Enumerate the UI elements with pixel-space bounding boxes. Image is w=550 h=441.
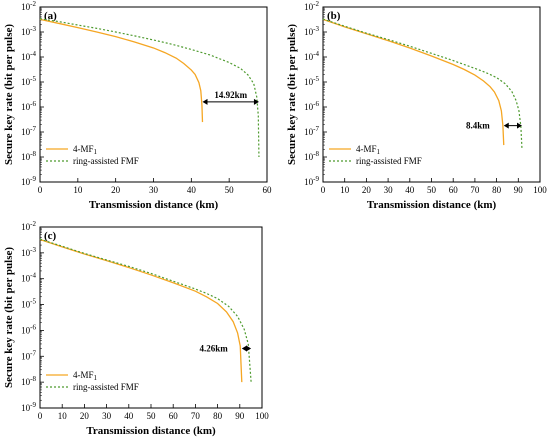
y-tick-label: 10-2	[304, 0, 319, 12]
legend-label-ring-assisted-fmf: ring-assisted FMF	[356, 156, 422, 166]
x-tick-label: 40	[124, 411, 134, 421]
annotation-arrowhead-right	[246, 345, 252, 352]
x-tick-label: 90	[235, 411, 245, 421]
x-tick-label: 40	[405, 185, 415, 195]
x-tick-label: 20	[80, 411, 90, 421]
y-tick-label: 10-8	[304, 150, 319, 162]
annotation-arrowhead-left	[241, 345, 247, 352]
x-tick-label: 30	[149, 185, 159, 195]
x-tick-label: 90	[514, 185, 524, 195]
x-tick-label: 50	[427, 185, 437, 195]
annotation-arrowhead-left	[202, 98, 208, 105]
legend-label-4mf1: 4-MF1	[73, 144, 98, 156]
y-tick-label: 10-6	[21, 100, 36, 112]
x-tick-label: 0	[38, 411, 43, 421]
x-axis-title: Transmission distance (km)	[89, 199, 219, 211]
plot-frame	[39, 226, 263, 409]
x-tick-label: 60	[449, 185, 459, 195]
chart-panel-2: 0 10 20 30 40 50 60 70 80 90 100 10-9 10-8 10-7 10-6 10…	[286, 0, 547, 211]
y-tick-label: 10-5	[21, 298, 36, 310]
y-tick-label: 10-4	[21, 50, 36, 62]
y-tick-label: 10-8	[21, 375, 36, 387]
series-line-4mf1	[39, 238, 243, 383]
x-tick-label: 40	[187, 185, 197, 195]
y-axis-title: Secure key rate (bit per pulse)	[3, 247, 15, 388]
annotation-label: 14.92km	[214, 90, 247, 100]
y-tick-label: 10-9	[21, 175, 36, 187]
x-tick-label: 10	[58, 411, 68, 421]
x-axis-title: Transmission distance (km)	[367, 199, 497, 211]
y-tick-label: 10-7	[304, 125, 319, 137]
legend-label-ring-assisted-fmf: ring-assisted FMF	[73, 156, 139, 166]
x-tick-label: 70	[191, 411, 201, 421]
series-line-ring-assisted-fmf	[39, 18, 260, 158]
x-tick-label: 80	[213, 411, 223, 421]
x-tick-label: 30	[384, 185, 394, 195]
panel-label: (c)	[44, 230, 57, 242]
y-tick-label: 10-9	[21, 401, 36, 413]
annotation-arrowhead-left	[503, 122, 509, 129]
annotation-label: 4.26km	[200, 344, 229, 354]
chart-panel-1: 0 10 20 30 40 50 60 10-9 10-8 10-7 10-6 10-5 10-4 10-…	[3, 0, 272, 211]
y-tick-label: 10-5	[304, 75, 319, 87]
x-tick-label: 0	[38, 185, 43, 195]
y-axis-title: Secure key rate (bit per pulse)	[3, 24, 15, 165]
x-tick-label: 30	[102, 411, 112, 421]
annotation-arrowhead-right	[253, 98, 259, 105]
x-tick-label: 0	[321, 185, 326, 195]
y-tick-label: 10-7	[21, 125, 36, 137]
y-tick-label: 10-8	[21, 150, 36, 162]
x-tick-label: 10	[73, 185, 83, 195]
annotation-label: 8.4km	[466, 121, 490, 131]
y-axis-title: Secure key rate (bit per pulse)	[286, 24, 298, 165]
y-tick-label: 10-3	[304, 25, 319, 37]
x-tick-label: 20	[362, 185, 372, 195]
legend-label-ring-assisted-fmf: ring-assisted FMF	[73, 382, 139, 392]
panel-label: (a)	[44, 10, 57, 22]
x-tick-label: 20	[111, 185, 121, 195]
y-tick-label: 10-2	[21, 0, 36, 12]
y-tick-label: 10-9	[304, 175, 319, 187]
x-tick-label: 10	[340, 185, 350, 195]
series-line-4mf1	[39, 18, 204, 123]
legend-label-4mf1: 4-MF1	[73, 370, 98, 382]
x-tick-label: 50	[225, 185, 235, 195]
y-tick-label: 10-6	[304, 100, 319, 112]
x-tick-label: 60	[263, 185, 273, 195]
x-tick-label: 100	[255, 411, 269, 421]
y-tick-label: 10-4	[304, 50, 319, 62]
legend-label-4mf1: 4-MF1	[356, 144, 381, 156]
y-tick-label: 10-3	[21, 25, 36, 37]
y-tick-label: 10-6	[21, 323, 36, 335]
panel-label: (b)	[327, 10, 341, 22]
series-line-ring-assisted-fmf	[39, 238, 252, 383]
x-tick-label: 50	[147, 411, 157, 421]
series-line-ring-assisted-fmf	[322, 18, 523, 150]
x-tick-label: 60	[169, 411, 179, 421]
x-tick-label: 70	[470, 185, 480, 195]
x-tick-label: 80	[492, 185, 502, 195]
y-tick-label: 10-2	[21, 220, 36, 232]
y-tick-label: 10-5	[21, 75, 36, 87]
y-tick-label: 10-7	[21, 349, 36, 361]
x-axis-title: Transmission distance (km)	[86, 425, 216, 437]
x-tick-label: 100	[533, 185, 547, 195]
series-line-4mf1	[322, 18, 505, 146]
y-tick-label: 10-4	[21, 272, 36, 284]
chart-panel-3: 0 10 20 30 40 50 60 70 80 90 100 10-9 10-8 10-7 10-6 10…	[3, 220, 269, 437]
annotation-arrowhead-right	[516, 122, 522, 129]
y-tick-label: 10-3	[21, 246, 36, 258]
